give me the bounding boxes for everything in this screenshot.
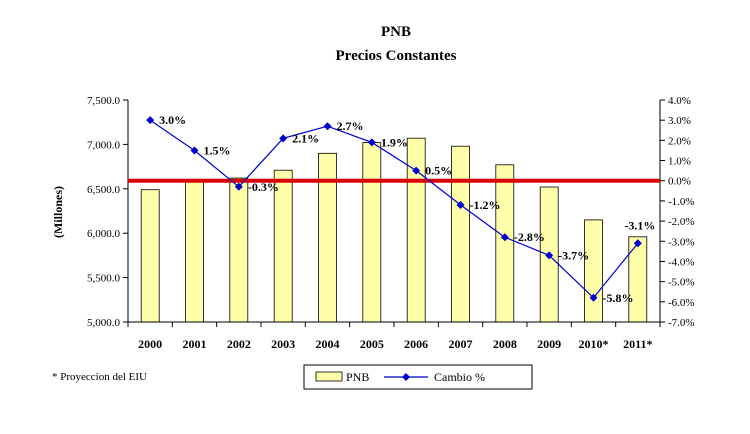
bar-2002	[229, 177, 249, 323]
x-tick-label: 2009	[537, 337, 561, 351]
legend-pnb-swatch	[315, 371, 343, 382]
cambio-point-2006	[412, 166, 421, 175]
bar-2000	[140, 189, 160, 323]
bar-2006	[406, 137, 426, 323]
x-tick-label: 2005	[360, 337, 384, 351]
x-tick-label: 2000	[138, 337, 162, 351]
bar-2005	[362, 142, 382, 323]
cambio-data-label: -1.2%	[470, 198, 501, 212]
y-right-tick-label: 1.0%	[668, 156, 691, 168]
x-tick-label: 2010*	[579, 337, 609, 351]
x-tick-label: 2008	[493, 337, 517, 351]
y-right-tick-label: -2.0%	[668, 216, 695, 228]
cambio-data-label: 1.5%	[204, 143, 231, 157]
cambio-point-2005	[367, 138, 376, 147]
cambio-data-label: 3.0%	[159, 113, 186, 127]
bar-2010	[584, 219, 603, 323]
y-right-tick-label: -4.0%	[668, 256, 695, 268]
y-left-tick-label: 7,000.0	[87, 139, 121, 151]
cambio-point-2000	[146, 116, 155, 125]
cambio-point-2010	[589, 293, 598, 302]
x-tick-label: 2003	[271, 337, 295, 351]
x-tick-label: 2002	[227, 337, 251, 351]
cambio-data-label: 2.7%	[337, 119, 364, 133]
x-tick-label: 2006	[404, 337, 428, 351]
y-left-tick-label: 5,000.0	[87, 317, 121, 329]
chart-subtitle: Precios Constantes	[336, 48, 457, 64]
y-right-tick-label: -6.0%	[668, 297, 695, 309]
cambio-data-label: -3.7%	[558, 248, 589, 262]
y-right-tick-label: -1.0%	[668, 196, 695, 208]
cambio-data-label: -2.8%	[514, 230, 545, 244]
x-tick-label: 2011*	[623, 337, 652, 351]
y-right-tick-label: 2.0%	[668, 135, 691, 147]
y-left-tick-label: 5,500.0	[87, 273, 121, 285]
cambio-point-2002	[234, 182, 243, 191]
y-right-tick-label: 3.0%	[668, 115, 691, 127]
cambio-point-2001	[190, 146, 199, 155]
y-left-tick-label: 6,500.0	[87, 184, 121, 196]
y-axis-label: (Millones)	[51, 186, 65, 238]
legend-cambio-marker	[402, 373, 410, 381]
legend: PNB Cambio %	[303, 364, 533, 390]
footnote: * Proyeccion del EIU	[52, 371, 147, 383]
bar-2001	[185, 179, 204, 323]
y-right-tick-label: -7.0%	[668, 317, 695, 329]
x-tick-label: 2001	[183, 337, 207, 351]
bar-2008	[495, 164, 515, 323]
y-right-tick-label: -3.0%	[668, 236, 695, 248]
plot-area: 5,000.0 5,500.0 6,000.0 6,500.0 7,000.0 7,500…	[87, 95, 695, 351]
bar-2011	[628, 236, 648, 323]
cambio-point-2003	[279, 134, 288, 143]
bar-2004	[318, 152, 337, 323]
cambio-point-2008	[500, 233, 509, 242]
cambio-data-label: -3.1%	[624, 218, 655, 232]
y-right-tick-label: 4.0%	[668, 95, 691, 107]
cambio-data-label: 1.9%	[381, 135, 408, 149]
y-right-tick-label: -5.0%	[668, 277, 695, 289]
legend-cambio-label: Cambio %	[434, 370, 485, 384]
cambio-point-2007	[456, 200, 465, 209]
bar-2007	[451, 145, 470, 323]
cambio-point-2011	[633, 239, 642, 248]
y-right-tick-label: 0.0%	[668, 176, 691, 188]
cambio-data-label: -5.8%	[603, 291, 634, 305]
x-tick-label: 2007	[449, 337, 473, 351]
y-left-tick-label: 6,000.0	[87, 228, 121, 240]
cambio-point-2004	[323, 122, 332, 131]
cambio-data-label: -0.3%	[248, 180, 279, 194]
cambio-line	[149, 119, 639, 299]
cambio-point-2009	[545, 251, 554, 260]
chart-title: PNB	[381, 24, 411, 40]
cambio-data-label: 0.5%	[425, 164, 452, 178]
x-tick-label: 2004	[316, 337, 340, 351]
y-left-tick-label: 7,500.0	[87, 95, 121, 107]
cambio-data-label: 2.1%	[292, 131, 319, 145]
legend-pnb-label: PNB	[346, 370, 369, 384]
